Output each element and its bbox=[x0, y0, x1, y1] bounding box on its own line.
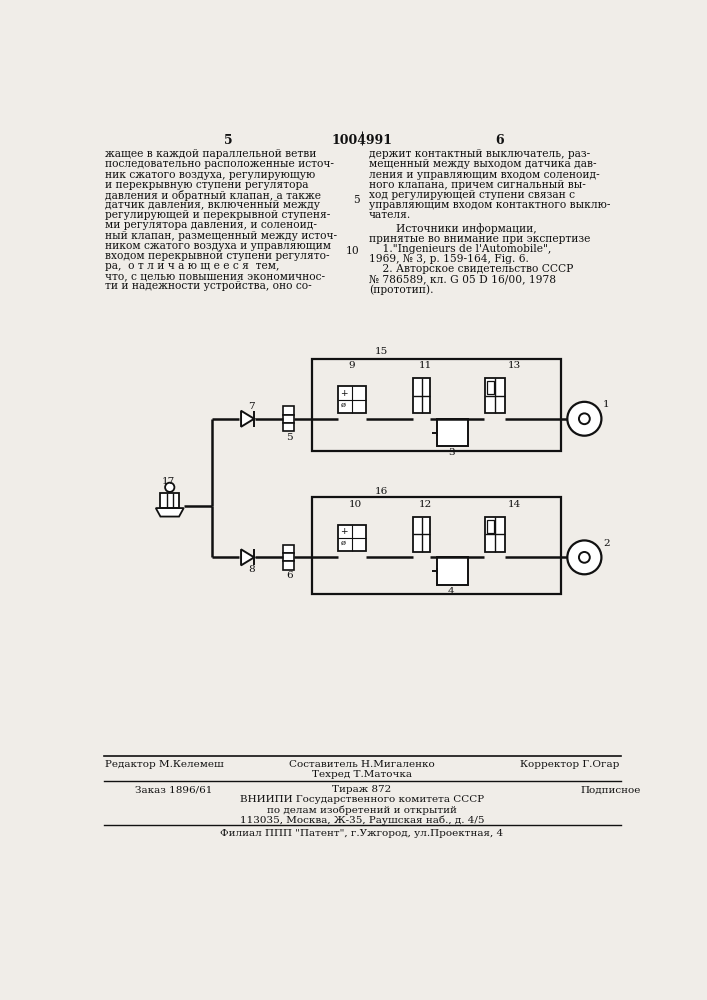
Bar bbox=[283, 406, 293, 415]
Text: +: + bbox=[340, 389, 348, 398]
Text: 1."Ingenieurs de l'Automobile",: 1."Ingenieurs de l'Automobile", bbox=[369, 244, 551, 254]
Circle shape bbox=[579, 413, 590, 424]
Text: 1004991: 1004991 bbox=[332, 134, 392, 147]
Text: последовательно расположенные источ-: последовательно расположенные источ- bbox=[105, 159, 334, 169]
Text: 8: 8 bbox=[248, 565, 255, 574]
Text: ный клапан, размещенный между источ-: ный клапан, размещенный между источ- bbox=[105, 231, 337, 241]
Text: 4: 4 bbox=[448, 587, 455, 596]
Text: ного клапана, причем сигнальный вы-: ного клапана, причем сигнальный вы- bbox=[369, 180, 586, 190]
Bar bbox=[338, 386, 366, 413]
Text: регулирующей и перекрывной ступеня-: регулирующей и перекрывной ступеня- bbox=[105, 210, 331, 220]
Text: Редактор М.Келемеш: Редактор М.Келемеш bbox=[105, 760, 224, 769]
Text: Источники информации,: Источники информации, bbox=[369, 223, 537, 234]
Text: 7: 7 bbox=[248, 402, 255, 411]
Text: Тираж 872: Тираж 872 bbox=[332, 785, 392, 794]
Text: ти и надежности устройства, оно со-: ти и надежности устройства, оно со- bbox=[105, 281, 312, 291]
Text: входом перекрывной ступени регулято-: входом перекрывной ступени регулято- bbox=[105, 251, 330, 261]
Text: жащее в каждой параллельной ветви: жащее в каждой параллельной ветви bbox=[105, 149, 317, 159]
Text: 6: 6 bbox=[286, 571, 293, 580]
Text: ход регулирующей ступени связан с: ход регулирующей ступени связан с bbox=[369, 190, 575, 200]
Text: 5: 5 bbox=[286, 433, 293, 442]
Text: чателя.: чателя. bbox=[369, 210, 411, 220]
Text: 16: 16 bbox=[375, 487, 388, 496]
Text: 9: 9 bbox=[349, 361, 356, 370]
Text: ø: ø bbox=[340, 400, 345, 408]
Bar bbox=[160, 493, 179, 508]
Text: Техред Т.Маточка: Техред Т.Маточка bbox=[312, 770, 412, 779]
Bar bbox=[486, 520, 493, 533]
Text: и перекрывную ступени регулятора: и перекрывную ступени регулятора bbox=[105, 180, 309, 190]
Text: 17: 17 bbox=[162, 477, 175, 486]
Text: 10: 10 bbox=[349, 500, 362, 509]
Bar bbox=[283, 553, 293, 561]
Text: мещенный между выходом датчика дав-: мещенный между выходом датчика дав- bbox=[369, 159, 597, 169]
Text: 2. Авторское свидетельство СССР: 2. Авторское свидетельство СССР bbox=[369, 264, 573, 274]
Bar bbox=[485, 517, 506, 552]
Text: 14: 14 bbox=[508, 500, 521, 509]
Bar bbox=[437, 419, 468, 446]
Text: по делам изобретений и открытий: по делам изобретений и открытий bbox=[267, 805, 457, 815]
Circle shape bbox=[567, 540, 602, 574]
Bar bbox=[283, 545, 293, 553]
Text: 5: 5 bbox=[223, 134, 232, 147]
Polygon shape bbox=[241, 411, 254, 427]
Text: ления и управляющим входом соленоид-: ления и управляющим входом соленоид- bbox=[369, 170, 600, 180]
Bar bbox=[486, 381, 493, 394]
Text: 1969, № 3, р. 159-164, Fig. 6.: 1969, № 3, р. 159-164, Fig. 6. bbox=[369, 254, 529, 264]
Bar bbox=[283, 415, 293, 423]
Circle shape bbox=[579, 552, 590, 563]
Circle shape bbox=[165, 483, 175, 492]
Text: Подписное: Подписное bbox=[580, 785, 641, 794]
Bar bbox=[283, 561, 293, 570]
Text: держит контактный выключатель, раз-: держит контактный выключатель, раз- bbox=[369, 149, 590, 159]
Text: 10: 10 bbox=[346, 246, 360, 256]
Polygon shape bbox=[156, 508, 184, 517]
Bar bbox=[485, 378, 506, 413]
Text: +: + bbox=[340, 527, 348, 536]
Text: ø: ø bbox=[340, 539, 345, 547]
Text: ра,  о т л и ч а ю щ е е с я  тем,: ра, о т л и ч а ю щ е е с я тем, bbox=[105, 261, 280, 271]
Text: Филиал ППП "Патент", г.Ужгород, ул.Проектная, 4: Филиал ППП "Патент", г.Ужгород, ул.Проек… bbox=[221, 829, 503, 838]
Text: ВНИИПИ Государственного комитета СССР: ВНИИПИ Государственного комитета СССР bbox=[240, 795, 484, 804]
Bar bbox=[413, 378, 430, 413]
Text: ник сжатого воздуха, регулирующую: ник сжатого воздуха, регулирующую bbox=[105, 170, 315, 180]
Bar bbox=[338, 525, 366, 551]
Bar bbox=[413, 517, 430, 552]
Text: управляющим входом контактного выклю-: управляющим входом контактного выклю- bbox=[369, 200, 610, 210]
Bar bbox=[437, 557, 468, 585]
Text: принятые во внимание при экспертизе: принятые во внимание при экспертизе bbox=[369, 234, 590, 244]
Bar bbox=[312, 497, 561, 594]
Text: что, с целью повышения экономичнос-: что, с целью повышения экономичнос- bbox=[105, 271, 325, 281]
Text: датчик давления, включенный между: датчик давления, включенный между bbox=[105, 200, 320, 210]
Text: 1: 1 bbox=[603, 400, 609, 409]
Bar bbox=[283, 423, 293, 431]
Text: 3: 3 bbox=[448, 448, 455, 457]
Text: 5: 5 bbox=[353, 195, 360, 205]
Text: Составитель Н.Мигаленко: Составитель Н.Мигаленко bbox=[289, 760, 435, 769]
Text: 6: 6 bbox=[495, 134, 503, 147]
Circle shape bbox=[567, 402, 602, 436]
Bar bbox=[312, 359, 561, 451]
Text: ми регулятора давления, и соленоид-: ми регулятора давления, и соленоид- bbox=[105, 220, 317, 230]
Text: ником сжатого воздуха и управляющим: ником сжатого воздуха и управляющим bbox=[105, 241, 332, 251]
Text: давления и обратный клапан, а также: давления и обратный клапан, а также bbox=[105, 190, 322, 201]
Text: № 786589, кл. G 05 D 16/00, 1978: № 786589, кл. G 05 D 16/00, 1978 bbox=[369, 274, 556, 284]
Text: 113035, Москва, Ж-35, Раушская наб., д. 4/5: 113035, Москва, Ж-35, Раушская наб., д. … bbox=[240, 815, 484, 825]
Text: 13: 13 bbox=[508, 361, 521, 370]
Polygon shape bbox=[241, 549, 254, 565]
Text: Заказ 1896/61: Заказ 1896/61 bbox=[135, 785, 212, 794]
Text: (прототип).: (прототип). bbox=[369, 284, 433, 295]
Text: Корректор Г.Огар: Корректор Г.Огар bbox=[520, 760, 619, 769]
Text: 11: 11 bbox=[419, 361, 432, 370]
Text: 12: 12 bbox=[419, 500, 432, 509]
Text: 15: 15 bbox=[375, 347, 388, 356]
Text: 2: 2 bbox=[603, 539, 609, 548]
